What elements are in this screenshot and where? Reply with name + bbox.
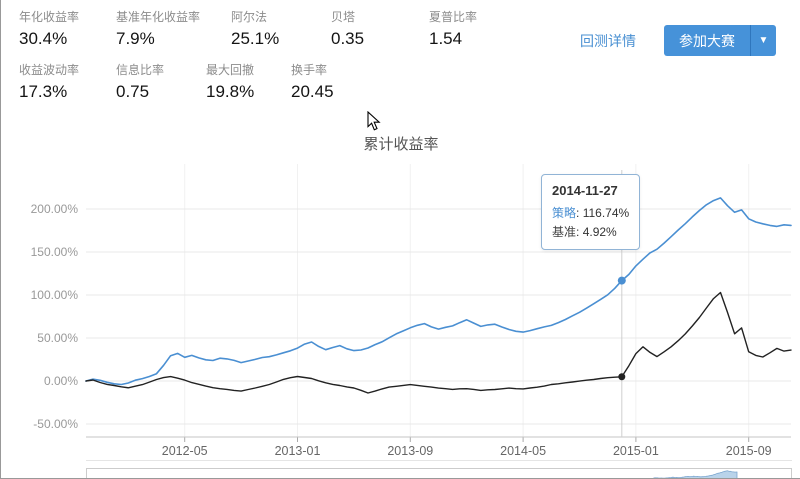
metric-label: 换手率 bbox=[291, 63, 328, 77]
y-tick-label: 0.00% bbox=[44, 374, 78, 388]
y-tick-label: -50.00% bbox=[33, 417, 78, 431]
metric-volatility: 收益波动率 17.3% bbox=[19, 63, 116, 102]
mouse-cursor-icon bbox=[367, 110, 382, 137]
tooltip-strategy-row: 策略: 116.74% bbox=[552, 205, 630, 220]
metric-value: 7.9% bbox=[116, 29, 155, 48]
tooltip-strategy-label: 策略 bbox=[552, 205, 577, 220]
join-competition-dropdown-toggle[interactable]: ▼ bbox=[750, 25, 776, 56]
metric-label: 阿尔法 bbox=[231, 10, 268, 24]
metrics-row-1: 年化收益率 30.4% 基准年化收益率 7.9% 阿尔法 25.1% 贝塔 0.… bbox=[19, 10, 539, 49]
metric-label: 最大回撤 bbox=[206, 63, 255, 77]
y-tick-label: 200.00% bbox=[31, 202, 79, 216]
metric-annualized-return: 年化收益率 30.4% bbox=[19, 10, 116, 49]
metric-value: 0.35 bbox=[331, 29, 365, 48]
metric-alpha: 阿尔法 25.1% bbox=[231, 10, 331, 49]
metric-label: 夏普比率 bbox=[429, 10, 478, 24]
axis-baseline bbox=[86, 460, 792, 461]
x-tick-label: 2014-05 bbox=[500, 444, 546, 458]
header-actions: 回测详情 参加大赛 ▼ bbox=[580, 25, 776, 56]
tooltip-benchmark-row: 基准: 4.92% bbox=[552, 224, 617, 239]
cumulative-return-chart[interactable]: 2012-05 2013-01 2013-09 2014-05 2015-01 2015-… bbox=[1, 150, 800, 466]
y-tick-label: 150.00% bbox=[31, 245, 79, 259]
tooltip-benchmark-label: 基准 bbox=[552, 224, 577, 239]
metric-label: 信息比率 bbox=[116, 63, 165, 77]
metric-beta: 贝塔 0.35 bbox=[331, 10, 429, 49]
metric-value: 0.75 bbox=[116, 82, 150, 101]
y-tick-label: 100.00% bbox=[31, 288, 79, 302]
backtest-details-link[interactable]: 回测详情 bbox=[580, 32, 636, 49]
metric-label: 收益波动率 bbox=[19, 63, 80, 77]
metric-label: 贝塔 bbox=[331, 10, 356, 24]
benchmark-line bbox=[85, 291, 792, 394]
y-tick-label: 50.00% bbox=[37, 331, 78, 345]
x-tick-label: 2013-01 bbox=[275, 444, 321, 458]
navigator-mini-chart bbox=[652, 470, 738, 478]
metric-value: 30.4% bbox=[19, 29, 68, 48]
tooltip-benchmark-value: 4.92% bbox=[582, 224, 617, 239]
navigator-area bbox=[652, 470, 738, 478]
benchmark-marker-dot bbox=[618, 373, 626, 381]
chevron-down-icon: ▼ bbox=[758, 35, 769, 46]
x-tick-label: 2015-01 bbox=[613, 444, 659, 458]
metric-label: 年化收益率 bbox=[19, 10, 80, 24]
chart-svg: 2012-05 2013-01 2013-09 2014-05 2015-01 2015-… bbox=[31, 164, 792, 458]
strategy-line bbox=[85, 197, 792, 386]
join-competition-button[interactable]: 参加大赛 bbox=[664, 25, 750, 56]
metrics-panel: 年化收益率 30.4% 基准年化收益率 7.9% 阿尔法 25.1% 贝塔 0.… bbox=[19, 10, 539, 116]
metric-value: 20.45 bbox=[291, 82, 334, 101]
metric-turnover: 换手率 20.45 bbox=[291, 63, 401, 102]
strategy-marker-dot bbox=[617, 276, 626, 285]
metric-information-ratio: 信息比率 0.75 bbox=[116, 63, 206, 102]
metric-label: 基准年化收益率 bbox=[116, 10, 201, 24]
x-tick-label: 2013-09 bbox=[387, 444, 433, 458]
tooltip-date: 2014-11-27 bbox=[552, 183, 618, 198]
metric-value: 1.54 bbox=[429, 29, 463, 48]
metric-value: 19.8% bbox=[206, 82, 255, 101]
metric-value: 17.3% bbox=[19, 82, 68, 101]
chart-navigator[interactable] bbox=[86, 468, 792, 478]
metric-sharpe-ratio: 夏普比率 1.54 bbox=[429, 10, 539, 49]
x-tick-label: 2015-09 bbox=[726, 444, 772, 458]
chart-tooltip: 2014-11-27 策略: 116.74% 基准: 4.92% bbox=[541, 174, 641, 251]
join-competition-button-group: 参加大赛 ▼ bbox=[664, 25, 776, 56]
metric-max-drawdown: 最大回撤 19.8% bbox=[206, 63, 291, 102]
x-tick-label: 2012-05 bbox=[162, 444, 208, 458]
chart-title: 累计收益率 bbox=[363, 136, 439, 153]
metrics-row-2: 收益波动率 17.3% 信息比率 0.75 最大回撤 19.8% 换手率 20.… bbox=[19, 63, 539, 102]
tooltip-strategy-value: 116.74% bbox=[582, 205, 630, 220]
metric-benchmark-annualized-return: 基准年化收益率 7.9% bbox=[116, 10, 231, 49]
metric-value: 25.1% bbox=[231, 29, 280, 48]
